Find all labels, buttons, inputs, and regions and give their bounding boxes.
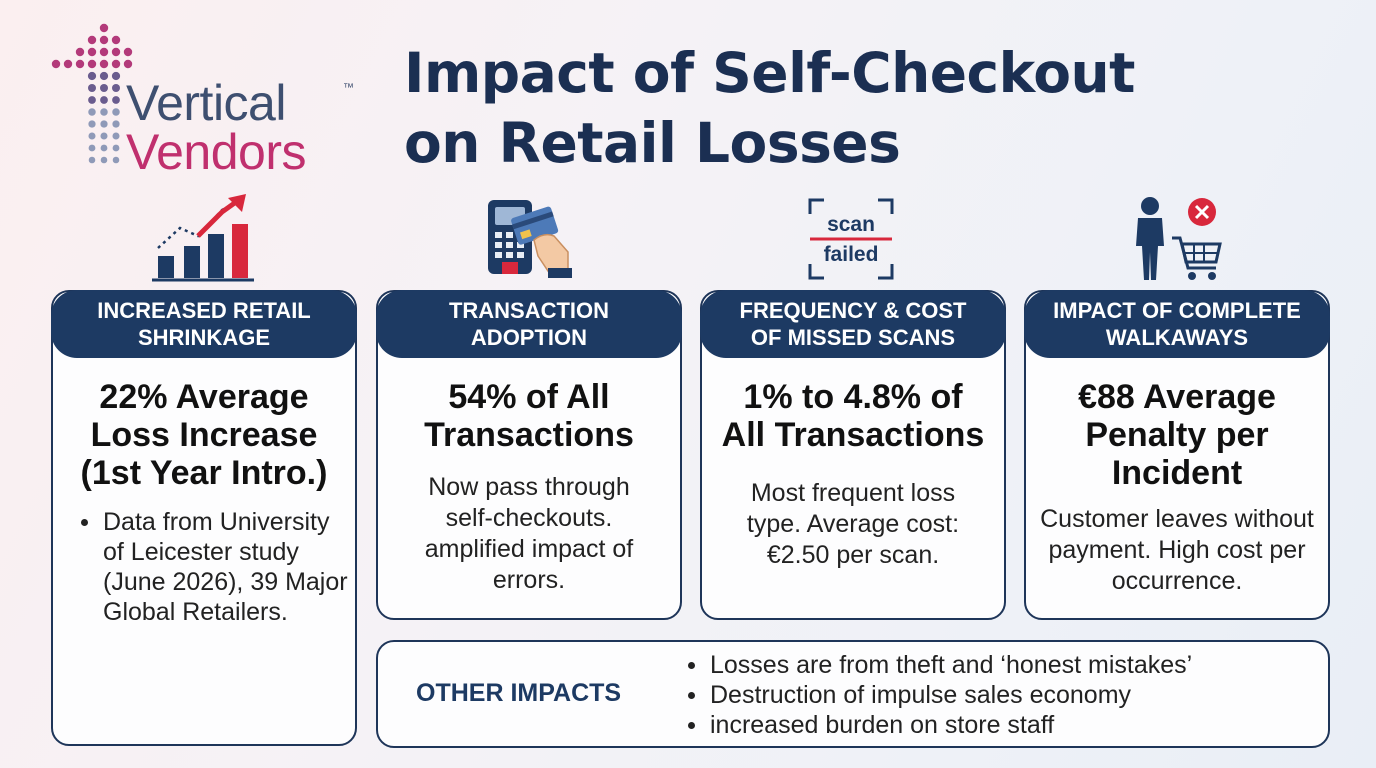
- logo-dot: [99, 23, 109, 33]
- logo-dot: [88, 120, 96, 128]
- logo-dot: [99, 71, 109, 81]
- other-impacts-list: Losses are from theft and ‘honest mistak…: [684, 650, 1192, 740]
- logo-dot: [99, 47, 109, 57]
- card-header-line: FREQUENCY & COST: [739, 298, 967, 323]
- metric-line: All Transactions: [721, 416, 985, 454]
- logo-dot: [112, 84, 120, 92]
- logo-dot: [112, 120, 120, 128]
- logo-dot: [88, 132, 96, 140]
- logo-dot: [88, 144, 96, 152]
- card-metric: 54% of All Transactions: [384, 378, 674, 454]
- logo-word-vendors: Vendors: [126, 124, 306, 180]
- card-header: FREQUENCY & COST OF MISSED SCANS: [700, 290, 1006, 358]
- other-impacts-panel: OTHER IMPACTS Losses are from theft and …: [376, 640, 1330, 748]
- logo-dot: [88, 84, 96, 92]
- card-bullet-list: Data from University of Leicester study …: [75, 507, 349, 627]
- logo-dot: [112, 144, 120, 152]
- list-item: Losses are from theft and ‘honest mistak…: [684, 650, 1192, 680]
- metric-line: Loss Increase: [90, 416, 318, 454]
- metric-line: 22% Average: [99, 378, 309, 416]
- list-item: Data from University of Leicester study …: [75, 507, 349, 627]
- card-missed-scans: FREQUENCY & COST OF MISSED SCANS 1% to 4…: [700, 290, 1006, 620]
- page-title-line-1: Impact of Self-Checkout: [404, 41, 1135, 105]
- logo-dot: [112, 108, 120, 116]
- logo-dot: [111, 47, 121, 57]
- scan-failed-icon: scan failed: [808, 198, 894, 280]
- card-header: IMPACT OF COMPLETE WALKAWAYS: [1024, 290, 1330, 358]
- logo-dot: [112, 132, 120, 140]
- logo-dot: [75, 59, 85, 69]
- logo-dot: [123, 59, 133, 69]
- logo-dot-arrow-icon: [51, 23, 133, 164]
- card-header-line: TRANSACTION: [448, 298, 610, 323]
- card-header: INCREASED RETAIL SHRINKAGE: [51, 290, 357, 358]
- logo-dot: [87, 35, 97, 45]
- card-description: Now pass through self-checkouts. amplifi…: [424, 473, 634, 594]
- card-header-line: OF MISSED SCANS: [750, 325, 956, 350]
- logo-dot: [87, 59, 97, 69]
- logo-dot: [100, 84, 108, 92]
- logo-dot: [99, 59, 109, 69]
- card-payment-terminal-icon: [488, 200, 572, 278]
- card-metric: 1% to 4.8% of All Transactions: [708, 378, 998, 454]
- card-metric: €88 Average Penalty per Incident: [1032, 378, 1322, 492]
- metric-line: €88 Average: [1078, 378, 1276, 416]
- card-header: TRANSACTION ADOPTION: [376, 290, 682, 358]
- list-item: Destruction of impulse sales economy: [684, 680, 1192, 710]
- logo-dot: [100, 120, 108, 128]
- person-cart-cancel-icon: [1136, 197, 1222, 280]
- metric-line: Incident: [1111, 454, 1243, 492]
- logo-dot: [63, 59, 73, 69]
- logo-word-vertical: Vertical: [126, 75, 286, 131]
- metric-line: 54% of All: [448, 378, 610, 416]
- logo-trademark: ™: [343, 82, 354, 94]
- card-complete-walkaways: IMPACT OF COMPLETE WALKAWAYS €88 Average…: [1024, 290, 1330, 620]
- logo-dot: [111, 35, 121, 45]
- card-transaction-adoption: TRANSACTION ADOPTION 54% of All Transact…: [376, 290, 682, 620]
- card-description: Customer leaves without payment. High co…: [1040, 505, 1314, 595]
- card-header-line: IMPACT OF COMPLETE: [1053, 298, 1301, 323]
- logo-dot: [112, 156, 120, 164]
- logo-dot: [75, 47, 85, 57]
- metric-line: 1% to 4.8% of: [743, 378, 963, 416]
- logo-dot: [100, 96, 108, 104]
- logo-dot: [88, 156, 96, 164]
- logo-dot: [111, 71, 121, 81]
- card-header-line: SHRINKAGE: [137, 325, 270, 350]
- logo-dot: [123, 47, 133, 57]
- metric-line: Penalty per: [1085, 416, 1269, 454]
- logo-dot: [100, 156, 108, 164]
- card-description: Most frequent loss type. Average cost: €…: [746, 479, 960, 569]
- vertical-vendors-logo: Vertical ™ Vendors: [48, 20, 368, 180]
- card-metric: 22% Average Loss Increase (1st Year Intr…: [59, 378, 349, 492]
- card-header-line: WALKAWAYS: [1105, 325, 1249, 350]
- logo-dot: [100, 144, 108, 152]
- failed-label: failed: [824, 243, 879, 266]
- other-impacts-label: OTHER IMPACTS: [416, 679, 622, 707]
- list-item: increased burden on store staff: [684, 710, 1192, 740]
- logo-dot: [87, 71, 97, 81]
- logo-dot: [99, 35, 109, 45]
- logo-dot: [112, 96, 120, 104]
- page-title-line-2: on Retail Losses: [404, 111, 901, 175]
- bar-chart-rising-icon: [152, 194, 254, 282]
- logo-dot: [88, 96, 96, 104]
- card-retail-shrinkage: INCREASED RETAIL SHRINKAGE 22% Average L…: [51, 290, 357, 746]
- logo-dot: [87, 47, 97, 57]
- metric-line: Transactions: [424, 416, 634, 454]
- scan-label: scan: [827, 213, 875, 236]
- logo-dot: [111, 59, 121, 69]
- metric-line: (1st Year Intro.): [80, 454, 328, 492]
- page-title: Impact of Self-Checkout on Retail Losses: [404, 38, 1354, 178]
- logo-dot: [51, 59, 61, 69]
- card-header-line: ADOPTION: [470, 325, 588, 350]
- logo-dot: [100, 108, 108, 116]
- logo-dot: [88, 108, 96, 116]
- card-header-line: INCREASED RETAIL: [97, 298, 311, 323]
- logo-dot: [100, 132, 108, 140]
